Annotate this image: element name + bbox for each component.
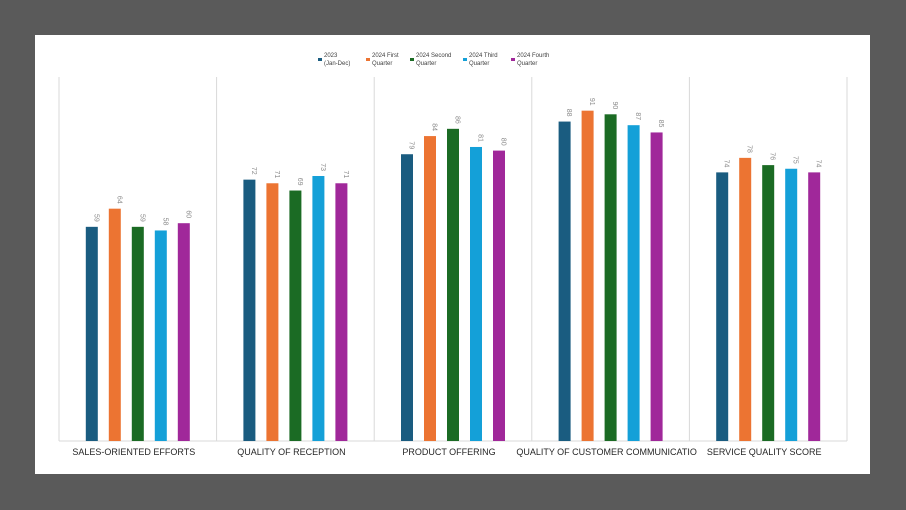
data-label: 85 (657, 120, 664, 128)
data-label: 59 (92, 214, 99, 222)
bar (650, 132, 663, 441)
bar (289, 190, 302, 441)
data-label: 88 (565, 109, 572, 117)
legend-swatch (511, 58, 515, 61)
legend-label: 2024 Fourth (517, 53, 549, 59)
bar (85, 226, 98, 441)
data-label: 84 (431, 123, 438, 131)
bar (762, 165, 775, 441)
data-label: 71 (342, 170, 349, 178)
legend-swatch (410, 58, 414, 61)
data-label: 72 (250, 167, 257, 175)
bar (154, 230, 167, 441)
data-label: 69 (296, 178, 303, 186)
bar (785, 168, 798, 441)
legend-label: (Jan-Dec) (324, 61, 350, 67)
bar (739, 157, 752, 442)
bar (131, 226, 144, 441)
data-label: 75 (792, 156, 799, 164)
data-label: 87 (634, 112, 641, 120)
legend-label: 2024 Second (416, 53, 451, 59)
category-label: SERVICE QUALITY SCORE (707, 447, 822, 457)
data-label: 64 (115, 196, 122, 204)
legend-swatch (318, 58, 322, 61)
data-label: 73 (319, 163, 326, 171)
bar (177, 223, 190, 441)
legend-swatch (463, 58, 467, 61)
bar (581, 110, 594, 442)
data-label: 86 (454, 116, 461, 124)
data-label: 78 (746, 145, 753, 153)
legend-label: 2023 (324, 53, 338, 59)
bar (604, 114, 617, 442)
data-label: 79 (408, 141, 415, 149)
data-label: 81 (477, 134, 484, 142)
category-label: QUALITY OF RECEPTION (237, 447, 345, 457)
data-label: 76 (769, 152, 776, 160)
data-label: 71 (273, 170, 280, 178)
bar (447, 128, 459, 441)
legend-label: Quarter (469, 61, 489, 67)
bar (716, 172, 729, 441)
legend-swatch (366, 58, 370, 61)
bar (108, 208, 121, 441)
legend-label: 2024 First (372, 53, 399, 59)
legend-label: 2024 Third (469, 53, 498, 59)
bar (424, 136, 436, 441)
bar (335, 183, 348, 441)
category-label: PRODUCT OFFERING (402, 447, 495, 457)
bar (470, 146, 482, 441)
data-label: 60 (184, 210, 191, 218)
category-label: QUALITY OF CUSTOMER COMMUNICATIO (516, 447, 697, 457)
legend-label: Quarter (372, 61, 392, 67)
data-label: 80 (500, 138, 507, 146)
data-label: 74 (723, 160, 730, 168)
bar (808, 172, 821, 441)
bar (266, 183, 279, 441)
data-label: 91 (588, 98, 595, 106)
bar (493, 150, 505, 441)
category-label: SALES-ORIENTED EFFORTS (72, 447, 195, 457)
bar (401, 154, 413, 442)
data-label: 58 (161, 218, 168, 226)
bar (312, 176, 325, 441)
legend-label: Quarter (517, 61, 537, 67)
data-label: 59 (138, 214, 145, 222)
bar (627, 125, 640, 441)
data-label: 90 (611, 102, 618, 110)
bar (558, 121, 571, 441)
legend-label: Quarter (416, 61, 436, 67)
data-label: 74 (815, 160, 822, 168)
bar (243, 179, 256, 441)
